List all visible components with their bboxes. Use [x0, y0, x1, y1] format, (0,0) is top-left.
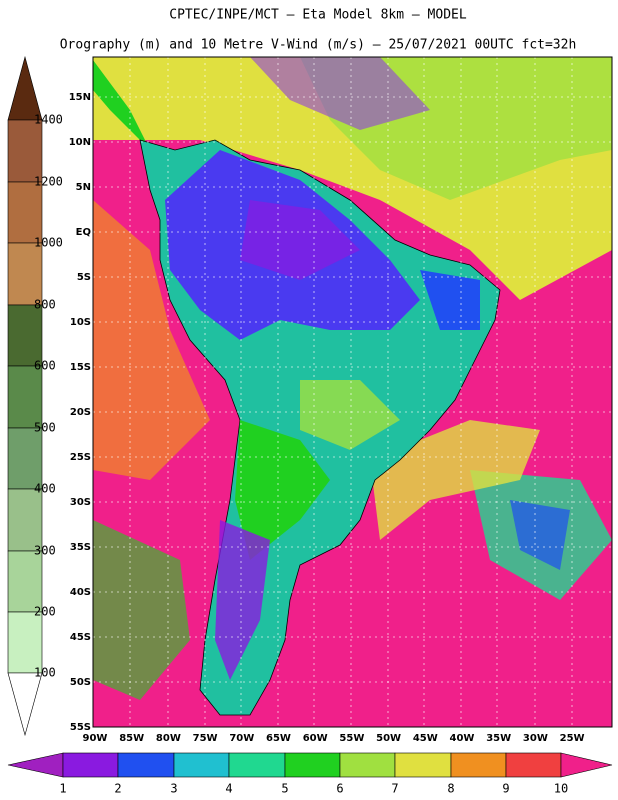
wind-label: 3 — [170, 782, 177, 796]
elev-label: 800 — [34, 298, 56, 312]
lat-label: 30S — [70, 497, 91, 508]
lon-label: 90W — [83, 733, 108, 744]
elev-label: 1200 — [34, 175, 63, 189]
lat-label: 35S — [70, 542, 91, 553]
elev-label: 500 — [34, 421, 56, 435]
lat-label: 5N — [76, 182, 91, 193]
lon-label: 40W — [450, 733, 475, 744]
lon-label: 25W — [560, 733, 585, 744]
map-frame — [92, 56, 613, 728]
lon-label: 55W — [339, 733, 364, 744]
lon-label: 30W — [523, 733, 548, 744]
wind-swatch — [228, 752, 286, 778]
wind-map — [93, 57, 612, 727]
elev-label: 400 — [34, 482, 56, 496]
wind-swatch — [450, 752, 507, 778]
wind-label: 10 — [554, 782, 568, 796]
central-field — [300, 380, 400, 450]
north-field-2 — [93, 57, 612, 200]
lon-label: 80W — [156, 733, 181, 744]
lon-label: 75W — [193, 733, 218, 744]
lon-label: 60W — [303, 733, 328, 744]
elev-swatch — [7, 550, 43, 613]
wind-label: 8 — [447, 782, 454, 796]
elev-swatch — [7, 242, 43, 306]
wind-swatch — [394, 752, 452, 778]
lon-label: 45W — [413, 733, 438, 744]
lat-label: 45S — [70, 632, 91, 643]
southwest-field — [93, 520, 190, 700]
elev-label: 200 — [34, 605, 56, 619]
elev-swatch — [7, 427, 43, 490]
elev-swatch — [7, 488, 43, 552]
central-america — [93, 60, 150, 150]
elev-label: 600 — [34, 359, 56, 373]
wind-swatch — [173, 752, 230, 778]
elev-swatch — [7, 119, 43, 183]
west-field — [93, 200, 210, 480]
wind-label: 6 — [336, 782, 343, 796]
elev-label: 100 — [34, 666, 56, 680]
lat-label: EQ — [76, 227, 91, 238]
grid — [93, 57, 612, 727]
lat-label: 15N — [69, 92, 91, 103]
north-patch — [250, 57, 430, 130]
wind-swatch — [62, 752, 119, 778]
lon-label: 85W — [119, 733, 144, 744]
wind-label: 7 — [391, 782, 398, 796]
front — [370, 420, 540, 540]
elev-swatch — [7, 365, 43, 429]
lat-label: 20S — [70, 407, 91, 418]
wind-swatch — [284, 752, 341, 778]
lat-label: 55S — [70, 722, 91, 733]
elev-arrow-bottom — [7, 672, 43, 737]
wind-label: 9 — [502, 782, 509, 796]
elev-swatch — [7, 181, 43, 244]
elev-swatch — [7, 611, 43, 674]
southeast-core — [510, 500, 570, 570]
andes-south — [215, 520, 270, 680]
lat-label: 10S — [70, 317, 91, 328]
elev-swatch — [7, 304, 43, 367]
lon-label: 70W — [229, 733, 254, 744]
subtitle: Orography (m) and 10 Metre V-Wind (m/s) … — [60, 38, 577, 53]
elev-label: 1000 — [34, 236, 63, 250]
northeast-field — [420, 270, 480, 330]
title: CPTEC/INPE/MCT – Eta Model 8km – MODEL — [169, 8, 467, 23]
lat-label: 40S — [70, 587, 91, 598]
wind-label: 2 — [114, 782, 121, 796]
lon-label: 65W — [266, 733, 291, 744]
lat-label: 50S — [70, 677, 91, 688]
lat-label: 5S — [77, 272, 91, 283]
elev-arrow-top — [7, 55, 43, 121]
wind-swatch — [117, 752, 175, 778]
elev-label: 1400 — [34, 113, 63, 127]
amazon-core — [240, 200, 360, 280]
lat-label: 15S — [70, 362, 91, 373]
wind-label: 5 — [281, 782, 288, 796]
wind-swatch — [339, 752, 396, 778]
elev-label: 300 — [34, 544, 56, 558]
lat-label: 25S — [70, 452, 91, 463]
lon-label: 50W — [376, 733, 401, 744]
wind-swatch — [505, 752, 562, 778]
wind-label: 1 — [59, 782, 66, 796]
wind-arrow-right — [560, 752, 613, 778]
lon-label: 35W — [486, 733, 511, 744]
lat-label: 10N — [69, 137, 91, 148]
chaco-field — [235, 420, 330, 560]
wind-label: 4 — [225, 782, 232, 796]
wind-arrow-left — [7, 752, 64, 778]
